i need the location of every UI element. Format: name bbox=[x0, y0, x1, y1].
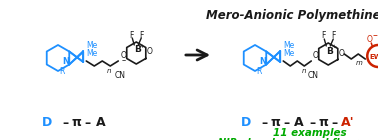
Text: NIR absorbance and fluorescence: NIR absorbance and fluorescence bbox=[218, 138, 378, 140]
Text: π: π bbox=[318, 116, 328, 130]
Text: O: O bbox=[312, 52, 318, 60]
Text: CN: CN bbox=[115, 71, 126, 80]
Text: O: O bbox=[146, 47, 152, 57]
Text: +: + bbox=[332, 45, 337, 50]
Text: –: – bbox=[121, 57, 125, 66]
Text: +: + bbox=[139, 44, 145, 48]
Text: O: O bbox=[338, 48, 344, 58]
Text: D: D bbox=[42, 116, 52, 130]
Text: B: B bbox=[134, 46, 141, 54]
Text: –: – bbox=[84, 116, 90, 130]
Text: A': A' bbox=[341, 116, 355, 130]
Text: N: N bbox=[62, 57, 69, 66]
Text: Me: Me bbox=[283, 40, 294, 50]
Text: –: – bbox=[331, 116, 337, 130]
Text: n: n bbox=[301, 68, 306, 74]
Text: EWG: EWG bbox=[369, 54, 378, 60]
Text: –: – bbox=[283, 116, 289, 130]
Text: F: F bbox=[139, 31, 143, 39]
Text: π: π bbox=[71, 116, 81, 130]
Text: CN: CN bbox=[308, 71, 319, 80]
Text: Mero-Anionic Polymethine: Mero-Anionic Polymethine bbox=[206, 9, 378, 22]
Text: –: – bbox=[62, 116, 68, 130]
Text: F: F bbox=[129, 31, 133, 39]
Text: Me: Me bbox=[86, 48, 98, 58]
Text: π: π bbox=[270, 116, 280, 130]
Text: F: F bbox=[331, 32, 335, 40]
Text: F: F bbox=[321, 32, 325, 40]
Text: –: – bbox=[373, 30, 378, 40]
Text: Me: Me bbox=[86, 40, 98, 50]
Text: B: B bbox=[326, 46, 333, 55]
Text: 11 examples: 11 examples bbox=[273, 128, 347, 138]
Text: n: n bbox=[106, 68, 111, 74]
Circle shape bbox=[367, 45, 378, 67]
Text: m: m bbox=[355, 60, 362, 66]
Text: A: A bbox=[96, 116, 106, 130]
Text: –: – bbox=[261, 116, 267, 130]
Text: –: – bbox=[309, 116, 315, 130]
Text: Me: Me bbox=[283, 48, 294, 58]
Text: D: D bbox=[241, 116, 251, 130]
Text: R: R bbox=[60, 67, 65, 76]
Text: A: A bbox=[294, 116, 304, 130]
Text: N: N bbox=[259, 57, 266, 66]
Text: O: O bbox=[120, 51, 126, 60]
Text: R: R bbox=[257, 67, 262, 76]
Text: O: O bbox=[366, 36, 372, 45]
